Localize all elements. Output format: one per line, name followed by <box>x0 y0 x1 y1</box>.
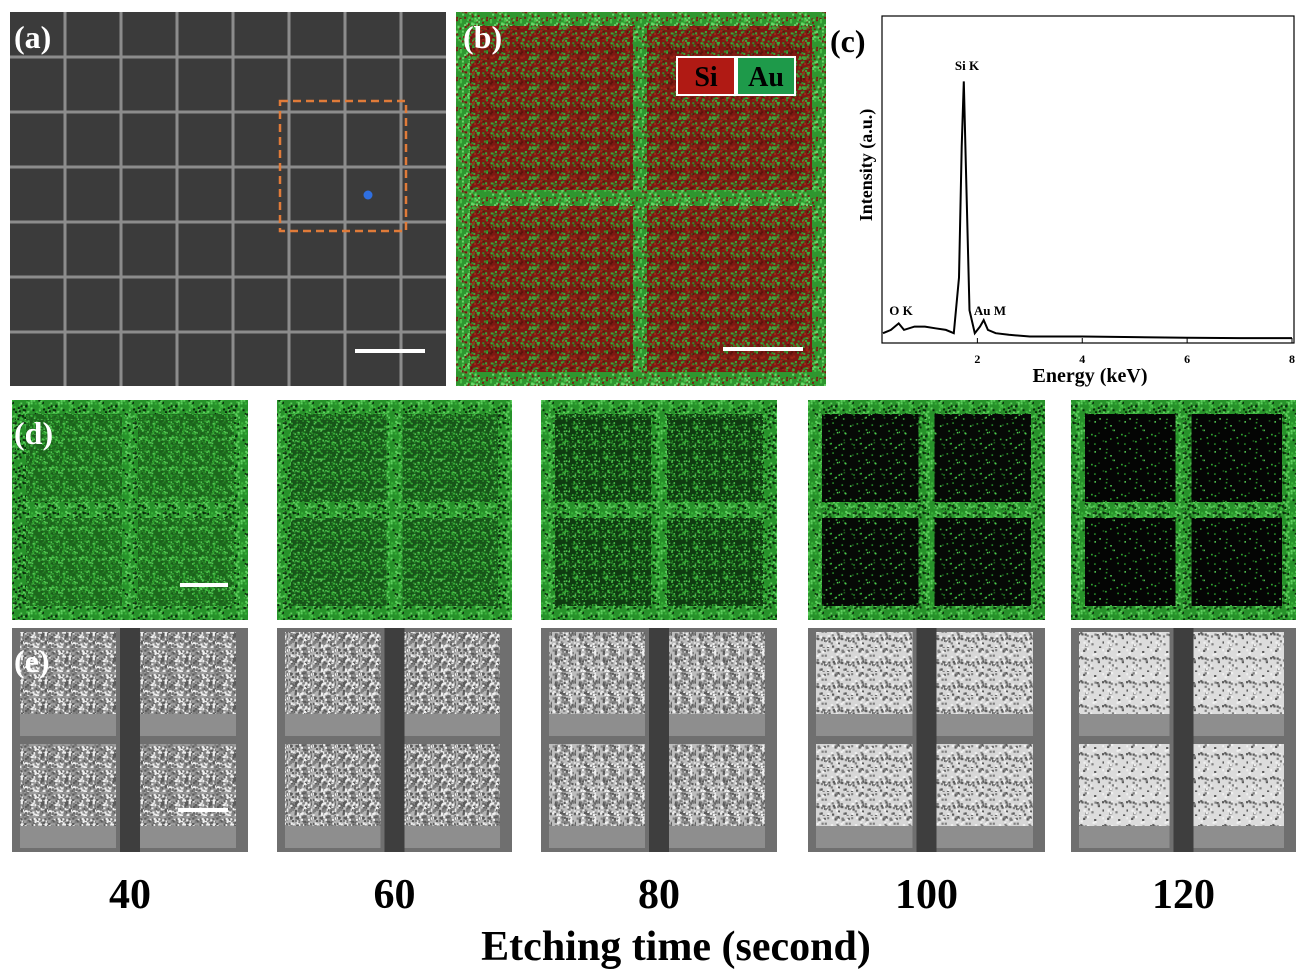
pillar-top <box>549 632 645 714</box>
gold-grid <box>633 12 647 386</box>
si-region <box>1085 518 1176 606</box>
pillar-top <box>937 632 1034 714</box>
spectrum-line <box>883 81 1292 338</box>
si-region <box>138 518 234 606</box>
pillar-top <box>405 632 501 714</box>
x-axis-title: Energy (keV) <box>1033 365 1148 387</box>
pillar-ledge <box>937 826 1034 848</box>
x-tick-label: 8 <box>1289 352 1295 366</box>
trench <box>917 628 937 852</box>
etching-time: 100 <box>895 872 958 918</box>
si-region <box>555 518 651 606</box>
pillar-ledge <box>405 826 501 848</box>
pillar-ledge <box>405 714 501 736</box>
pillar-ledge <box>140 714 236 736</box>
peak-label: O K <box>889 303 913 318</box>
si-region <box>935 518 1032 606</box>
pillar-ledge <box>20 714 116 736</box>
pillar-top <box>816 632 913 714</box>
si-region <box>138 414 234 502</box>
etching-time: 60 <box>374 872 416 918</box>
pillar-ledge <box>937 714 1034 736</box>
pillar-top <box>140 744 236 826</box>
si-region <box>822 414 919 502</box>
si-region <box>1085 414 1176 502</box>
pillar-top <box>1079 744 1170 826</box>
pillar-ledge <box>285 826 381 848</box>
peak-label: Si K <box>955 58 980 73</box>
si-region <box>667 518 763 606</box>
panel-label: (a) <box>14 19 51 55</box>
panel-label: (d) <box>14 415 53 451</box>
si-region <box>26 518 122 606</box>
pillar-ledge <box>20 826 116 848</box>
trench <box>1174 628 1194 852</box>
pillar-ledge <box>669 714 765 736</box>
y-axis-title: Intensity (a.u.) <box>856 109 877 222</box>
si-region <box>667 414 763 502</box>
pillar-top <box>285 744 381 826</box>
si-region <box>555 414 651 502</box>
trench <box>120 628 140 852</box>
panel-label: (b) <box>463 19 502 55</box>
etching-time: 40 <box>109 872 151 918</box>
pillar-ledge <box>816 714 913 736</box>
pillar-ledge <box>140 826 236 848</box>
pillar-ledge <box>285 714 381 736</box>
si-region <box>1192 414 1283 502</box>
sem-grid-image <box>10 12 446 386</box>
legend-au: Au <box>748 62 784 93</box>
pillar-top <box>937 744 1034 826</box>
pillar-top <box>1194 744 1285 826</box>
pillar-top <box>1194 632 1285 714</box>
pillar-top <box>816 744 913 826</box>
pillar-ledge <box>816 826 913 848</box>
pillar-top <box>285 632 381 714</box>
pillar-top <box>549 744 645 826</box>
si-region <box>935 414 1032 502</box>
pillar-top <box>669 744 765 826</box>
pillar-top <box>140 632 236 714</box>
panel-label: (e) <box>14 643 50 679</box>
panel-label: (c) <box>830 23 866 59</box>
x-tick-label: 6 <box>1184 352 1190 366</box>
pillar-top <box>669 632 765 714</box>
pillar-ledge <box>1194 826 1285 848</box>
trench <box>385 628 405 852</box>
si-region <box>291 518 387 606</box>
si-region <box>291 414 387 502</box>
spot-marker <box>364 191 373 200</box>
trench <box>649 628 669 852</box>
si-region <box>822 518 919 606</box>
legend-si: Si <box>694 62 718 93</box>
axis-title: Etching time (second) <box>481 924 871 969</box>
si-region <box>403 518 499 606</box>
plot-frame <box>882 16 1294 343</box>
pillar-ledge <box>669 826 765 848</box>
etching-time: 120 <box>1152 872 1215 918</box>
pillar-top <box>1079 632 1170 714</box>
pillar-top <box>20 744 116 826</box>
x-tick-label: 2 <box>974 352 980 366</box>
figure: Si Au 2 4 6 8 Energy (keV) Intensity (a.u.) O K S… <box>0 0 1296 969</box>
pillar-ledge <box>549 714 645 736</box>
si-region <box>403 414 499 502</box>
etching-time: 80 <box>638 872 680 918</box>
si-region <box>1192 518 1283 606</box>
pillar-ledge <box>1194 714 1285 736</box>
pillar-top <box>405 744 501 826</box>
pillar-ledge <box>1079 714 1170 736</box>
pillar-ledge <box>1079 826 1170 848</box>
x-tick-label: 4 <box>1079 352 1085 366</box>
pillar-ledge <box>549 826 645 848</box>
peak-label: Au M <box>974 303 1006 318</box>
